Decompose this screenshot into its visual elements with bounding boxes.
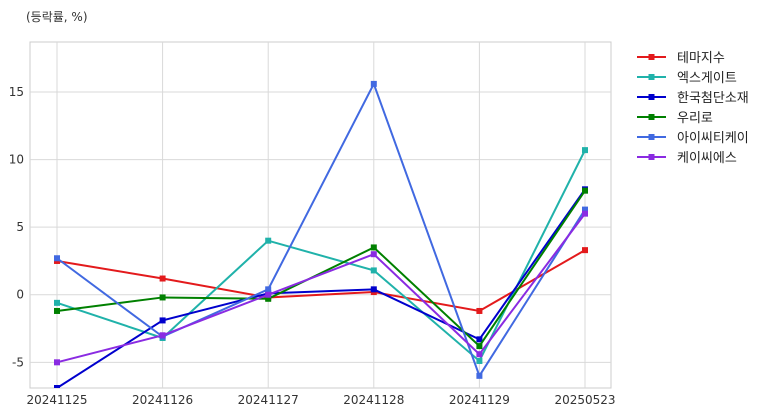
x-tick-label: 20250523 bbox=[554, 393, 615, 407]
x-tick-label: 20241127 bbox=[238, 393, 299, 407]
legend-label: 엑스게이트 bbox=[677, 71, 737, 86]
y-tick-label: 5 bbox=[16, 220, 24, 234]
series-point-2 bbox=[370, 267, 377, 274]
series-point-3 bbox=[370, 286, 377, 293]
series-point-1 bbox=[159, 275, 166, 282]
legend-label: 케이씨에스 bbox=[677, 151, 737, 166]
series-point-3 bbox=[159, 317, 166, 324]
series-point-1 bbox=[476, 307, 483, 314]
y-tick-label: 15 bbox=[9, 85, 24, 99]
legend-marker bbox=[648, 154, 655, 160]
legend-marker bbox=[648, 94, 655, 100]
series-point-2 bbox=[582, 147, 588, 154]
series-line-6 bbox=[56, 213, 586, 364]
series-line-4 bbox=[56, 190, 586, 348]
series-line-2 bbox=[56, 149, 586, 363]
series-point-4 bbox=[582, 187, 588, 194]
legend-label: 우리로 bbox=[677, 111, 713, 126]
series-point-6 bbox=[582, 210, 588, 217]
series-point-4 bbox=[476, 343, 483, 350]
series-point-1 bbox=[582, 247, 588, 254]
series-point-4 bbox=[159, 294, 166, 301]
series-point-6 bbox=[476, 351, 483, 358]
series-point-5 bbox=[370, 80, 377, 87]
legend-marker bbox=[648, 134, 655, 140]
series-point-3 bbox=[54, 385, 60, 388]
plot-area bbox=[29, 41, 612, 389]
x-tick-label: 20241125 bbox=[26, 393, 87, 407]
y-tick-label: 10 bbox=[9, 153, 24, 167]
x-tick-label: 20241126 bbox=[132, 393, 193, 407]
series-line-5 bbox=[56, 81, 586, 379]
series-point-6 bbox=[54, 359, 60, 366]
series-point-2 bbox=[54, 299, 60, 306]
series-point-6 bbox=[265, 291, 272, 298]
series-point-6 bbox=[370, 251, 377, 258]
legend-marker bbox=[648, 74, 655, 80]
y-tick-label: 0 bbox=[16, 288, 24, 302]
legend-label: 아이씨티케이 bbox=[677, 131, 749, 146]
series-point-4 bbox=[54, 307, 60, 314]
series-point-4 bbox=[265, 295, 272, 302]
series-point-4 bbox=[370, 244, 377, 251]
y-tick-label: -5 bbox=[12, 355, 24, 369]
legend-label: 테마지수 bbox=[677, 51, 725, 66]
legend-marker bbox=[648, 54, 655, 60]
series-point-3 bbox=[476, 336, 483, 343]
series-point-2 bbox=[476, 357, 483, 364]
series-point-5 bbox=[582, 206, 588, 213]
series-line-1 bbox=[56, 249, 586, 313]
x-tick-label: 20241128 bbox=[343, 393, 404, 407]
series-point-2 bbox=[265, 237, 272, 244]
series-point-5 bbox=[476, 372, 483, 379]
legend-marker bbox=[648, 114, 655, 120]
series-point-5 bbox=[265, 286, 272, 293]
unit-label: (등락률, %) bbox=[26, 10, 88, 24]
x-tick-label: 20241129 bbox=[449, 393, 510, 407]
series-line-3 bbox=[56, 188, 586, 388]
series-point-6 bbox=[159, 332, 166, 339]
legend-label: 한국첨단소재 bbox=[677, 91, 749, 106]
series-point-5 bbox=[54, 255, 60, 262]
